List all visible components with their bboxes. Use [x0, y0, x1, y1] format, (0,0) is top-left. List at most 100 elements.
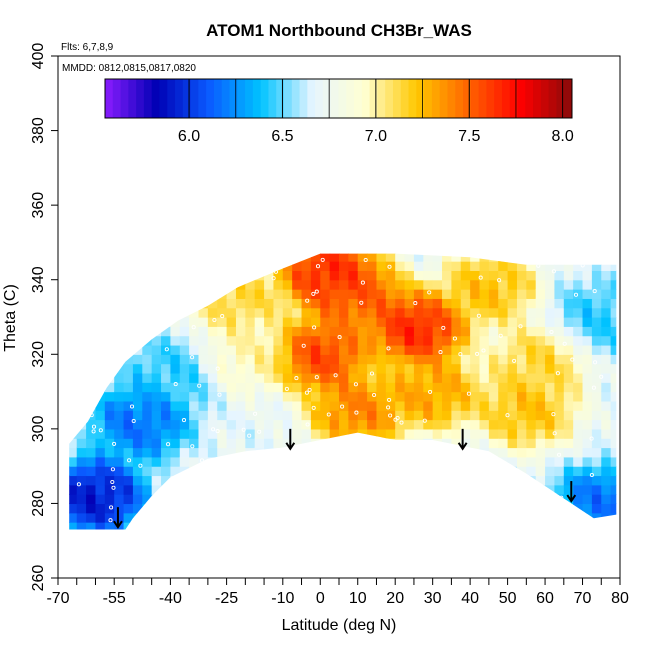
heatmap-cell — [207, 400, 218, 411]
heatmap-cell — [282, 475, 293, 486]
heatmap-cell — [610, 335, 617, 346]
heatmap-cell — [582, 522, 593, 530]
heatmap-cell — [479, 456, 490, 467]
sample-point — [335, 509, 340, 514]
heatmap-cell — [114, 503, 125, 514]
heatmap-cell — [554, 253, 565, 262]
heatmap-cell — [554, 419, 565, 430]
heatmap-cell — [264, 363, 275, 374]
y-axis-label: Theta (C) — [2, 284, 19, 352]
heatmap-cell — [554, 298, 565, 309]
heatmap-cell — [264, 512, 275, 523]
heatmap-cell — [610, 438, 617, 449]
heatmap-cell — [95, 298, 106, 309]
heatmap-cell — [442, 475, 452, 486]
heatmap-cell — [170, 354, 181, 365]
heatmap-cell — [404, 466, 415, 477]
heatmap-cell — [320, 261, 331, 271]
heatmap-cell — [611, 531, 621, 541]
heatmap-cell — [563, 466, 574, 477]
heatmap-cell — [189, 438, 200, 449]
heatmap-cell — [591, 289, 602, 299]
heatmap-cell — [348, 438, 359, 449]
sample-point — [458, 352, 463, 357]
heatmap-cell — [310, 382, 321, 393]
heatmap-cell — [151, 363, 162, 374]
heatmap-cell — [142, 494, 153, 505]
heatmap-cell — [554, 410, 565, 421]
heatmap-cell — [69, 419, 78, 430]
heatmap-cell — [470, 494, 481, 505]
heatmap-cell — [554, 447, 565, 458]
heatmap-cell — [226, 512, 237, 523]
heatmap-cell — [282, 317, 293, 327]
heatmap-cell — [423, 447, 434, 458]
sample-point — [441, 325, 446, 330]
heatmap-cell — [573, 438, 584, 449]
heatmap-cell — [207, 354, 218, 365]
heatmap-cell — [610, 475, 617, 486]
heatmap-cell — [376, 307, 387, 318]
heatmap-cell — [413, 253, 424, 262]
heatmap-cell — [254, 484, 265, 495]
heatmap-cell — [526, 494, 537, 505]
heatmap-cell — [339, 410, 349, 421]
heatmap-cell — [189, 466, 200, 477]
heatmap-cell — [123, 335, 134, 346]
heatmap-cell — [414, 242, 424, 252]
heatmap-cell — [95, 512, 106, 523]
heatmap-cell — [170, 466, 181, 477]
colorbar-segment — [229, 79, 238, 118]
heatmap-cell — [385, 326, 396, 337]
heatmap-cell — [189, 307, 200, 318]
heatmap-cell — [301, 279, 312, 290]
colorbar-segment — [564, 79, 573, 118]
heatmap-cell — [86, 261, 97, 271]
heatmap-cell — [404, 279, 415, 290]
heatmap-cell — [516, 317, 527, 327]
heatmap-cell — [245, 438, 256, 449]
heatmap-cell — [573, 261, 584, 271]
heatmap-cell — [507, 522, 518, 530]
sample-point — [105, 287, 111, 292]
heatmap-cell — [348, 326, 359, 337]
heatmap-cell — [95, 456, 106, 467]
heatmap-cell — [432, 456, 443, 467]
heatmap-cell — [301, 326, 312, 337]
heatmap-cell — [170, 253, 181, 262]
heatmap-cell — [451, 522, 462, 530]
sample-point — [249, 274, 254, 279]
heatmap-cell — [367, 428, 378, 439]
colorbar-segment — [486, 79, 495, 118]
heatmap-cell — [357, 419, 368, 430]
heatmap-cell — [170, 270, 181, 281]
colorbar-segment — [151, 79, 160, 118]
heatmap-cell — [442, 270, 452, 281]
heatmap-cell — [423, 456, 434, 467]
heatmap-cell — [264, 261, 275, 271]
heatmap-cell — [207, 279, 218, 290]
heatmap-cell — [273, 335, 284, 346]
heatmap-cell — [132, 475, 143, 486]
heatmap-cell — [179, 503, 190, 514]
heatmap-cell — [217, 335, 228, 346]
heatmap-cell — [226, 522, 237, 530]
heatmap-cell — [563, 289, 574, 299]
heatmap-cell — [535, 289, 546, 299]
heatmap-cell — [442, 466, 452, 477]
heatmap-cell — [95, 419, 106, 430]
heatmap-cell — [86, 391, 97, 402]
heatmap-cell — [442, 298, 452, 309]
colorbar-segment — [330, 79, 339, 118]
heatmap-cell — [413, 261, 424, 271]
heatmap-cell — [535, 512, 546, 523]
heatmap-cell — [535, 298, 546, 309]
heatmap-cell — [554, 391, 565, 402]
sample-point — [69, 320, 73, 325]
heatmap-cell — [488, 335, 499, 346]
heatmap-cell — [582, 382, 593, 393]
sample-point — [386, 346, 391, 351]
heatmap-cell — [498, 400, 509, 411]
heatmap-cell — [198, 253, 209, 262]
heatmap-cell — [189, 484, 200, 495]
